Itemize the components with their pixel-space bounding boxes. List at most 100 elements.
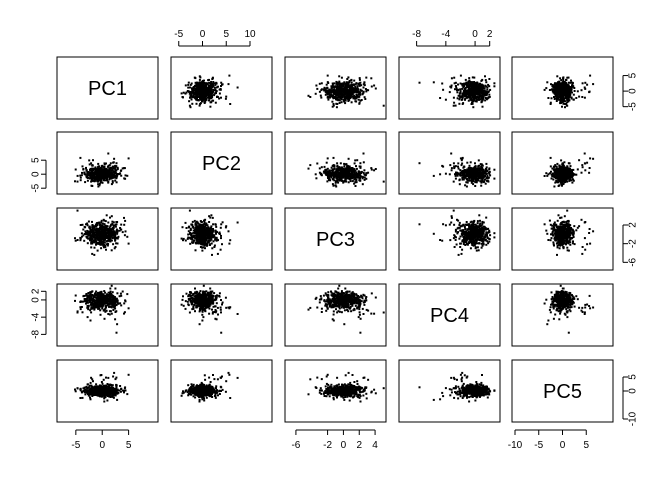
point — [82, 228, 85, 231]
point — [335, 169, 338, 172]
point — [338, 82, 341, 85]
point — [110, 215, 113, 218]
point — [475, 180, 478, 183]
point — [572, 179, 575, 182]
point — [345, 84, 348, 87]
point — [359, 88, 362, 91]
point — [92, 173, 95, 176]
point — [86, 174, 89, 177]
point — [199, 97, 201, 100]
point — [115, 162, 118, 165]
point — [351, 174, 354, 177]
point — [102, 229, 105, 232]
point — [555, 84, 558, 86]
point — [332, 156, 335, 159]
point — [108, 236, 111, 239]
point — [474, 85, 477, 87]
point — [567, 95, 570, 98]
point — [479, 85, 482, 88]
point — [546, 81, 549, 84]
point — [110, 249, 113, 252]
point — [340, 170, 343, 173]
point — [114, 179, 117, 182]
point — [558, 82, 561, 85]
point — [111, 227, 114, 230]
point — [559, 91, 561, 94]
point — [588, 171, 591, 174]
point — [108, 167, 111, 170]
point — [350, 174, 353, 177]
point — [569, 87, 572, 89]
point — [210, 101, 213, 104]
point — [333, 86, 336, 89]
point — [473, 76, 476, 79]
point — [493, 85, 496, 88]
point — [206, 241, 209, 244]
point — [458, 94, 461, 97]
point — [337, 173, 340, 176]
panel-PC1-PC4 — [398, 56, 501, 120]
point — [100, 221, 103, 224]
point — [114, 164, 117, 167]
point — [204, 218, 207, 221]
point — [335, 175, 338, 178]
point — [334, 184, 337, 187]
point — [116, 166, 119, 169]
point — [461, 170, 464, 173]
point — [345, 174, 348, 177]
point — [558, 164, 561, 167]
point — [484, 94, 487, 96]
point — [546, 174, 549, 177]
point — [342, 99, 345, 102]
point — [105, 170, 108, 173]
point — [465, 81, 468, 84]
point — [468, 179, 471, 182]
point — [190, 91, 193, 94]
point — [209, 105, 212, 108]
point — [100, 165, 103, 168]
point — [478, 164, 480, 167]
point — [211, 85, 214, 88]
point — [347, 157, 350, 160]
point — [454, 81, 457, 84]
point — [99, 167, 102, 170]
point — [454, 104, 457, 107]
point — [91, 229, 94, 232]
point — [98, 177, 101, 180]
point — [553, 176, 556, 179]
point — [471, 169, 474, 172]
point — [326, 96, 329, 99]
point — [338, 167, 341, 170]
point — [103, 171, 106, 174]
point — [473, 81, 476, 83]
point — [206, 96, 209, 99]
point — [358, 101, 361, 104]
point — [347, 76, 350, 79]
point — [493, 168, 496, 171]
point — [344, 97, 347, 100]
point — [90, 162, 93, 165]
point — [473, 166, 476, 169]
point — [355, 175, 358, 178]
point — [561, 163, 564, 166]
point — [588, 167, 591, 169]
point — [345, 180, 348, 183]
point — [460, 164, 463, 167]
point — [566, 76, 569, 79]
point — [551, 175, 554, 178]
point — [565, 169, 567, 172]
point — [339, 89, 342, 92]
point — [95, 229, 98, 232]
point — [103, 219, 106, 222]
point — [360, 170, 363, 173]
point — [188, 209, 191, 212]
point — [471, 85, 474, 88]
point — [314, 173, 317, 176]
point — [557, 168, 560, 170]
point — [103, 173, 106, 176]
point — [450, 84, 453, 87]
point — [99, 243, 102, 246]
point — [448, 173, 451, 176]
point — [475, 100, 478, 103]
point — [87, 230, 90, 233]
